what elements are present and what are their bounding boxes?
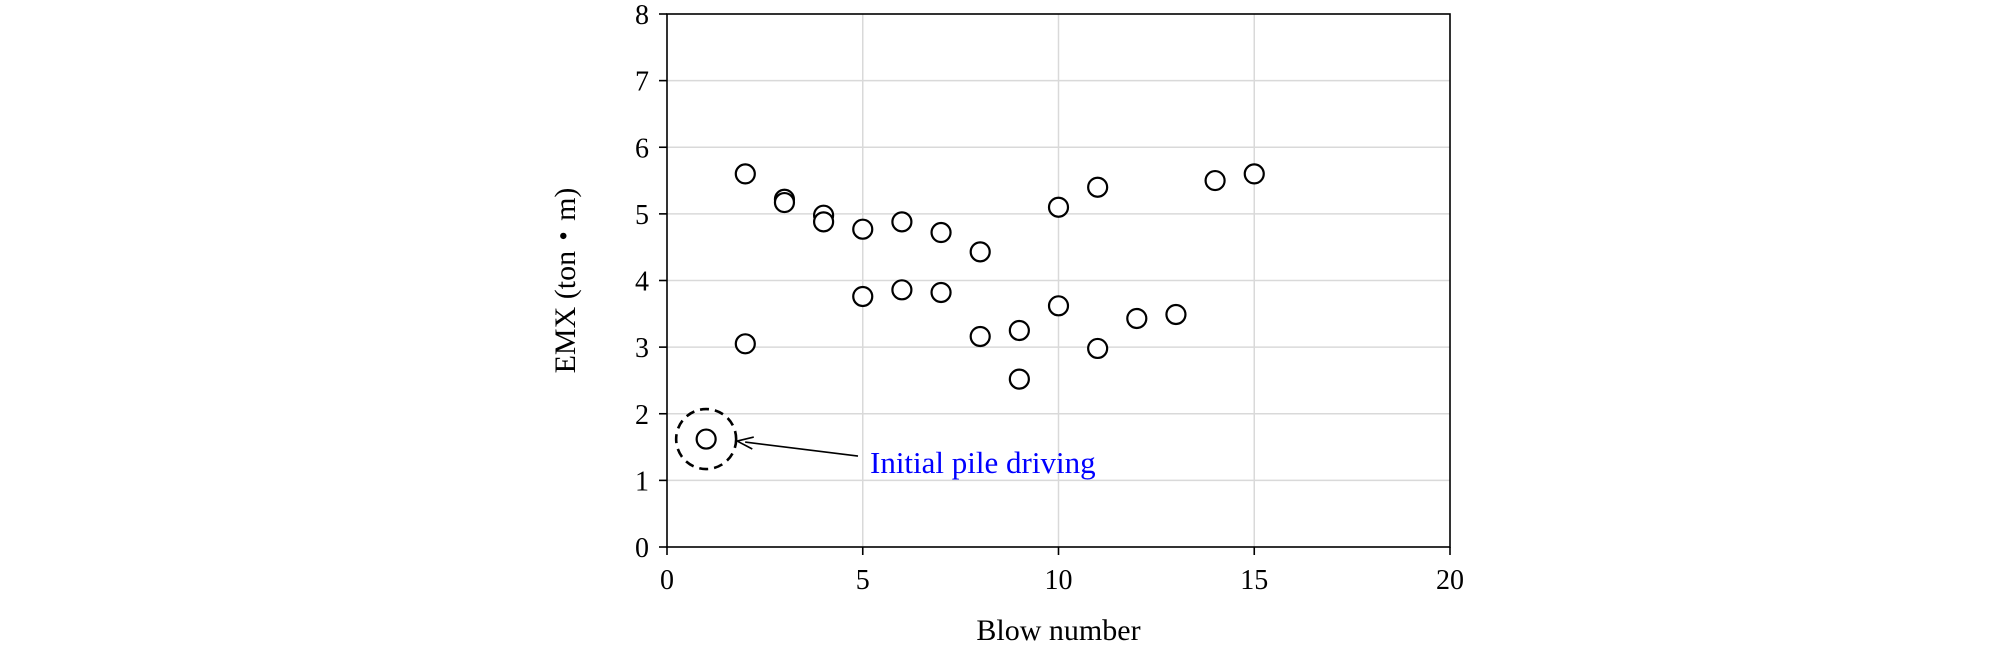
- grid-lines: [667, 14, 1450, 547]
- data-point: [773, 191, 796, 214]
- axes: [659, 13, 1451, 555]
- data-points: [695, 163, 1265, 450]
- y-tick-label: 6: [635, 133, 649, 164]
- data-point: [1243, 163, 1265, 185]
- x-tick-label: 10: [1045, 565, 1073, 596]
- data-point: [852, 218, 874, 240]
- data-point: [1126, 307, 1148, 330]
- data-point: [1087, 337, 1109, 360]
- y-tick-label: 2: [635, 400, 649, 431]
- data-point: [734, 333, 756, 355]
- data-point: [695, 428, 717, 450]
- data-point: [1047, 295, 1070, 317]
- data-point: [891, 211, 913, 233]
- y-tick-label: 3: [635, 333, 649, 364]
- data-point: [734, 163, 756, 185]
- data-point: [812, 211, 835, 233]
- data-point: [891, 279, 913, 301]
- data-point: [1008, 319, 1030, 342]
- y-tick-label: 0: [635, 533, 649, 564]
- annotation-dashed-circle: [674, 407, 738, 471]
- x-tick-label: 5: [856, 565, 870, 596]
- x-tick-label: 20: [1436, 565, 1464, 596]
- data-point: [969, 325, 991, 348]
- annotation-label: Initial pile driving: [870, 445, 1096, 480]
- annotation-arrowhead: [734, 436, 754, 450]
- data-point: [1008, 368, 1030, 390]
- x-axis-title: Blow number: [976, 614, 1140, 647]
- x-tick-label: 15: [1240, 565, 1268, 596]
- x-tick-label: 0: [660, 565, 674, 596]
- y-tick-label: 1: [635, 466, 649, 497]
- y-tick-label: 7: [635, 67, 649, 98]
- y-tick-label: 8: [635, 0, 649, 31]
- y-tick-label: 4: [635, 267, 649, 298]
- annotation: Initial pile driving: [674, 407, 1096, 480]
- data-point: [930, 221, 952, 244]
- y-axis-title: EMX (ton・m): [549, 188, 582, 374]
- data-point: [1165, 303, 1187, 326]
- tick-labels: 0 5 10 15 20 0 1 2 3 4 5 6 7 8: [635, 0, 1464, 596]
- annotation-arrow-line: [745, 441, 859, 457]
- data-point: [1047, 196, 1070, 218]
- data-point: [852, 285, 874, 308]
- data-point: [930, 281, 952, 304]
- data-point: [1204, 169, 1226, 192]
- y-tick-label: 5: [635, 200, 649, 231]
- data-point: [969, 241, 991, 263]
- data-point: [1087, 176, 1109, 198]
